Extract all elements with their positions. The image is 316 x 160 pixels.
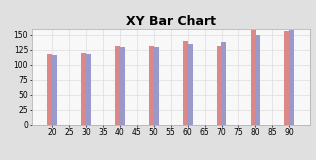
Bar: [153, 47, 159, 125]
Bar: [149, 46, 154, 125]
Title: XY Bar Chart: XY Bar Chart: [126, 15, 216, 28]
Bar: [85, 54, 91, 125]
Bar: [216, 46, 222, 125]
Bar: [221, 42, 227, 125]
Bar: [81, 53, 86, 125]
Bar: [187, 44, 192, 125]
Bar: [47, 54, 52, 125]
Bar: [119, 47, 125, 125]
Bar: [251, 30, 256, 125]
Bar: [284, 31, 290, 125]
Bar: [183, 41, 188, 125]
Bar: [115, 46, 120, 125]
Bar: [255, 35, 260, 125]
Bar: [52, 55, 57, 125]
Bar: [289, 30, 294, 125]
